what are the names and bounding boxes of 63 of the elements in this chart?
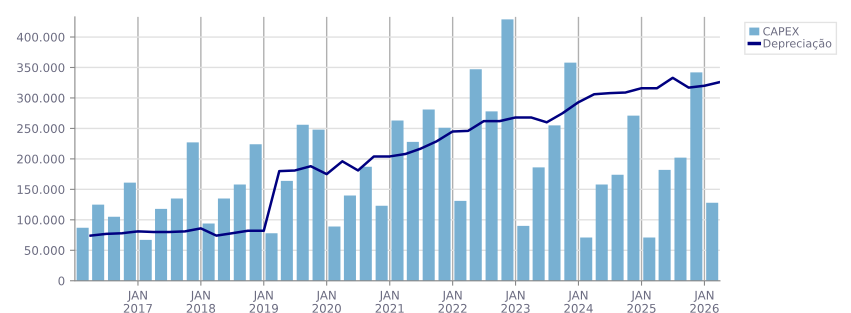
x-tick-label: JAN 2024: [564, 290, 593, 313]
bar: [344, 195, 356, 281]
y-tick-label: 350.000: [17, 63, 64, 72]
bar: [140, 240, 152, 281]
y-tick-label: 400.000: [16, 32, 64, 42]
legend-label: Depreciação: [764, 38, 832, 50]
bar: [501, 19, 514, 281]
bar: [328, 226, 340, 281]
y-tick-label: 100.000: [18, 216, 64, 224]
y-tick-label: 200.000: [17, 154, 64, 164]
bar: [643, 237, 656, 281]
bar: [596, 184, 608, 281]
bar: [124, 182, 136, 281]
bar: [280, 180, 293, 281]
x-tick-label: JAN 2019: [250, 290, 278, 313]
bar: [548, 125, 561, 281]
bar: [706, 202, 718, 281]
x-tick-label: JAN 2020: [312, 290, 341, 313]
bar: [674, 158, 687, 281]
bar: [234, 184, 246, 281]
bar: [690, 72, 702, 281]
bar: [202, 223, 215, 281]
bar: [470, 69, 482, 281]
bar: [170, 198, 183, 281]
y-tick-label: 250.000: [17, 124, 64, 134]
y-tick-label: 0: [58, 276, 64, 286]
bar: [92, 204, 104, 281]
x-tick-label: JAN 2022: [438, 290, 466, 313]
line-series: [89, 76, 720, 237]
bar: [391, 120, 404, 281]
y-tick-label: 50.000: [24, 246, 64, 255]
bar: [422, 110, 435, 281]
x-tick-label: JAN 2017: [124, 290, 152, 313]
bar: [76, 228, 89, 281]
y-tick-label: 300.000: [17, 94, 64, 103]
x-tick-label: JAN 2018: [186, 290, 216, 313]
bar: [265, 233, 278, 281]
bar: [454, 200, 466, 281]
bar: [218, 198, 230, 281]
bar: [406, 142, 419, 281]
bar: [580, 237, 592, 281]
y-tick-label: 150.000: [18, 185, 64, 194]
x-tick-label: JAN 2026: [690, 290, 719, 313]
bar: [360, 166, 372, 281]
x-tick-label: JAN 2021: [376, 290, 404, 313]
x-tick-label: JAN 2023: [501, 290, 530, 313]
bar: [312, 130, 325, 281]
bar: [517, 226, 530, 281]
bar: [296, 124, 309, 281]
bar: [658, 170, 671, 281]
bar: [250, 144, 262, 281]
legend-label: CAPEX: [763, 27, 799, 36]
bar: [438, 128, 451, 281]
bar: [186, 142, 199, 281]
bar: [155, 208, 168, 281]
bar: [627, 116, 640, 281]
bar: [564, 62, 576, 281]
bar: [532, 167, 545, 281]
bar: [108, 216, 120, 281]
bar: [612, 174, 624, 281]
bar: [376, 206, 388, 281]
bar: [486, 111, 498, 281]
x-tick-label: JAN 2025: [627, 290, 656, 313]
